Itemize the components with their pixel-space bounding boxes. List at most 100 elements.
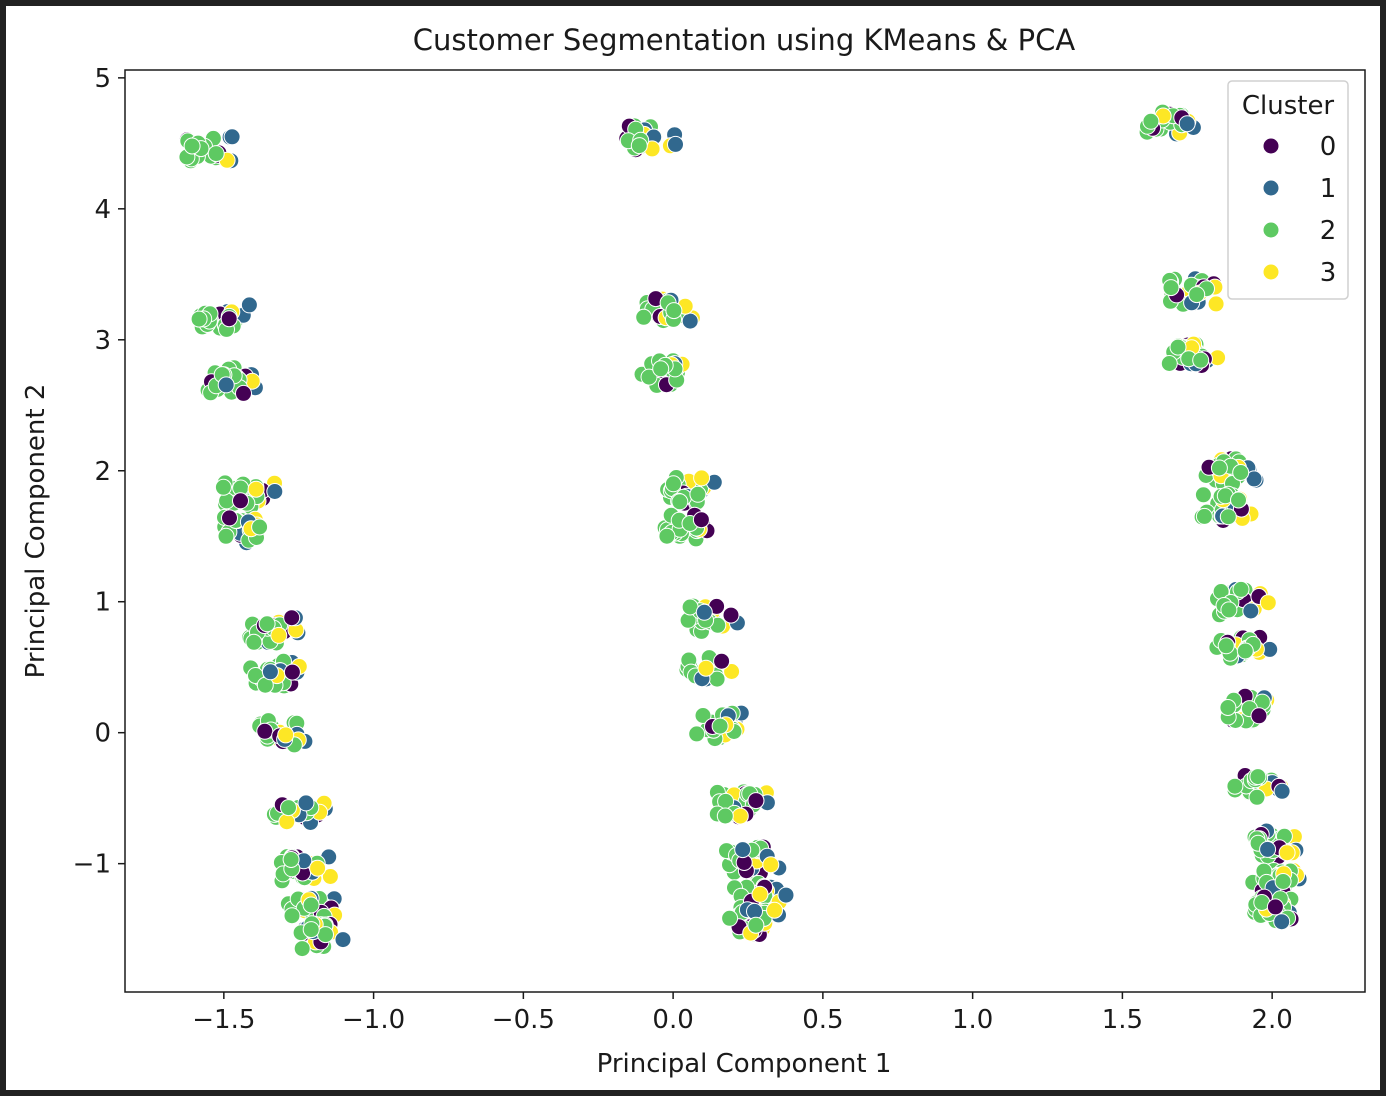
scatter-point-cluster-3 (723, 663, 741, 680)
scatter-point-cluster-1 (695, 603, 713, 621)
y-tick-label: 0 (94, 719, 111, 749)
scatter-point-cluster-2 (652, 360, 670, 378)
y-tick-label: 4 (94, 195, 111, 225)
scatter-point-cluster-1 (667, 135, 684, 153)
scatter-point-cluster-2 (245, 633, 263, 651)
scatter-point-cluster-2 (1219, 508, 1237, 526)
x-axis-label: Principal Component 1 (597, 1049, 892, 1079)
scatter-point-cluster-1 (261, 663, 279, 681)
scatter-point-cluster-2 (183, 137, 201, 155)
x-tick-label: 1.5 (1102, 1005, 1143, 1035)
scatter-point-cluster-2 (1194, 486, 1212, 504)
x-tick-label: 2.0 (1251, 1005, 1292, 1035)
scatter-point-cluster-1 (734, 841, 752, 859)
scatter-point-cluster-0 (283, 609, 301, 627)
scatter-point-cluster-2 (681, 598, 699, 616)
scatter-point-cluster-2 (658, 527, 676, 545)
legend-label: 0 (1320, 132, 1337, 162)
scatter-point-cluster-2 (302, 896, 320, 914)
scatter-point-cluster-0 (232, 492, 249, 510)
scatter-point-cluster-1 (777, 886, 795, 904)
scatter-point-cluster-0 (747, 792, 765, 810)
chart-title: Customer Segmentation using KMeans & PCA (413, 23, 1076, 57)
scatter-point-cluster-2 (688, 725, 706, 743)
scatter-point-cluster-2 (280, 799, 297, 817)
y-axis-label: Principal Component 2 (21, 384, 51, 679)
figure: Customer Segmentation using KMeans & PCA… (6, 6, 1380, 1090)
scatter-point-cluster-2 (1232, 464, 1250, 481)
scatter-point-cluster-1 (1242, 602, 1260, 620)
scatter-point-cluster-0 (1250, 707, 1268, 725)
x-tick-label: 1.0 (952, 1005, 993, 1035)
scatter-point-cluster-0 (220, 310, 238, 328)
x-tick-label: 0.0 (652, 1005, 693, 1035)
scatter-point-cluster-0 (283, 663, 301, 681)
scatter-point-cluster-3 (762, 856, 780, 874)
scatter-point-cluster-2 (694, 707, 712, 724)
scatter-point-cluster-2 (207, 145, 225, 163)
scatter-point-cluster-2 (671, 493, 689, 511)
scatter-point-cluster-1 (240, 296, 258, 314)
scatter-point-cluster-2 (1249, 768, 1267, 786)
legend-title: Cluster (1242, 91, 1335, 121)
scatter-point-cluster-2 (1274, 873, 1292, 890)
scatter-point-cluster-3 (1278, 844, 1296, 862)
scatter-point-cluster-0 (256, 722, 274, 740)
legend: Cluster 0 1 2 3 (1227, 80, 1349, 300)
x-tick-label: −0.5 (492, 1005, 555, 1035)
scatter-point-cluster-2 (1219, 699, 1237, 716)
scatter-point-cluster-3 (277, 726, 295, 744)
scatter-point-cluster-2 (747, 916, 765, 934)
scatter-point-cluster-2 (217, 527, 235, 545)
scatter-point-cluster-2 (716, 807, 734, 825)
scatter-point-cluster-2 (635, 308, 653, 326)
legend-marker (1262, 263, 1280, 281)
scatter-point-cluster-1 (681, 312, 699, 330)
x-tick-label: 0.5 (802, 1005, 843, 1035)
scatter-point-cluster-1 (1273, 782, 1291, 800)
scatter-point-cluster-2 (1169, 338, 1187, 356)
x-axis-ticks: −1.5 −1.0 −0.5 0.0 0.5 1.0 1.5 2.0 (192, 992, 1293, 1035)
scatter-point-cluster-2 (293, 940, 311, 958)
scatter-point-cluster-2 (1248, 788, 1266, 806)
scatter-point-cluster-2 (283, 907, 301, 925)
y-tick-label: 5 (94, 64, 111, 94)
scatter-point-cluster-3 (309, 859, 327, 877)
scatter-point-cluster-3 (766, 901, 783, 919)
scatter-point-cluster-2 (664, 475, 682, 493)
scatter-point-cluster-1 (1273, 913, 1291, 931)
scatter-point-cluster-3 (247, 480, 265, 498)
scatter-point-cluster-2 (665, 302, 683, 320)
scatter-point-cluster-1 (1259, 840, 1277, 858)
legend-marker (1262, 221, 1280, 239)
scatter-point-cluster-2 (689, 485, 707, 503)
y-tick-label: 3 (94, 326, 111, 356)
scatter-point-cluster-2 (1236, 642, 1254, 660)
scatter-point-cluster-3 (278, 813, 296, 831)
scatter-point-cluster-2 (1220, 601, 1238, 619)
scatter-point-cluster-3 (697, 659, 715, 677)
scatter-point-cluster-2 (1195, 507, 1213, 525)
y-tick-label: 1 (94, 588, 111, 618)
scatter-point-cluster-3 (693, 469, 711, 487)
scatter-point-cluster-2 (1162, 279, 1180, 297)
legend-label: 2 (1320, 216, 1337, 246)
scatter-point-cluster-2 (190, 310, 208, 328)
legend-label: 3 (1320, 258, 1337, 288)
scatter-point-cluster-2 (640, 368, 658, 386)
scatter-point-cluster-3 (321, 868, 339, 885)
scatter-point-cluster-3 (270, 626, 288, 644)
scatter-point-cluster-0 (722, 606, 740, 624)
scatter-point-cluster-2 (721, 909, 739, 927)
scatter-point-cluster-2 (258, 615, 276, 633)
scatter-point-cluster-2 (1226, 777, 1244, 795)
x-tick-label: −1.0 (342, 1005, 405, 1035)
scatter-point-cluster-2 (302, 921, 320, 939)
scatter-point-cluster-2 (1230, 491, 1247, 509)
scatter-point-cluster-3 (1259, 594, 1277, 612)
scatter-point-cluster-1 (334, 931, 352, 949)
scatter-point-cluster-2 (214, 478, 232, 496)
scatter-point-cluster-0 (713, 652, 731, 670)
scatter-point-cluster-0 (1266, 898, 1284, 916)
legend-label: 1 (1320, 174, 1337, 204)
